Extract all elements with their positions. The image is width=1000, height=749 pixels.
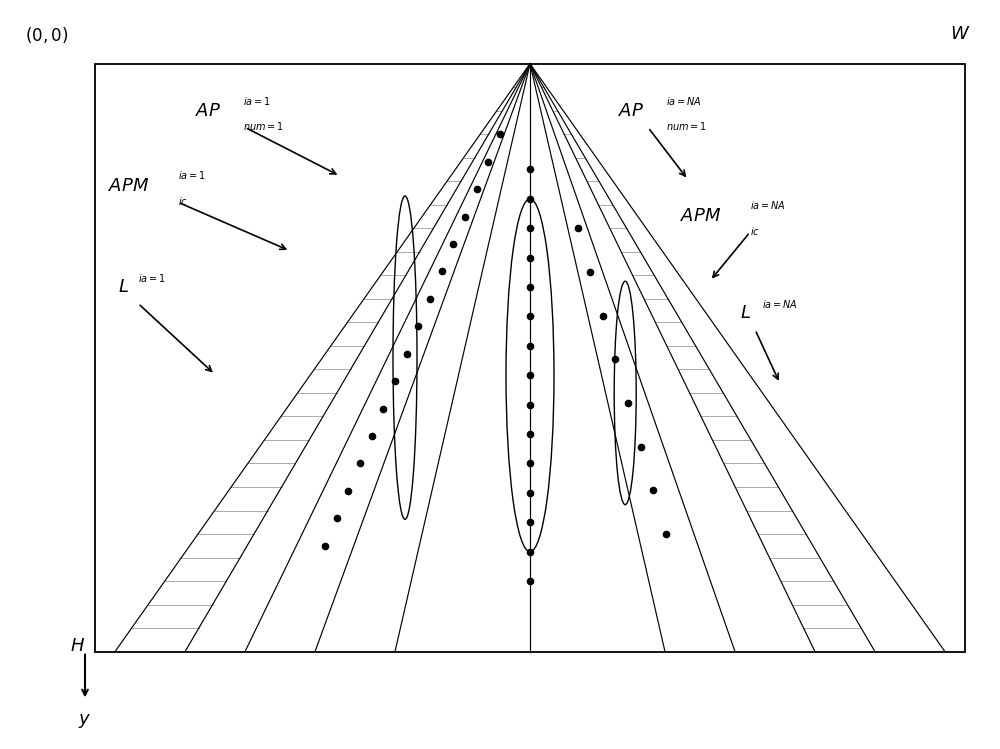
Text: $APM$: $APM$ [680, 207, 721, 225]
Text: $^{ia=NA}$: $^{ia=NA}$ [666, 97, 702, 111]
Text: $^{ia=1}$: $^{ia=1}$ [243, 97, 271, 111]
Bar [95, 64, 965, 652]
Text: $AP$: $AP$ [618, 102, 644, 120]
Text: $^{ia=NA}$: $^{ia=NA}$ [750, 201, 786, 216]
Text: $_{num=1}$: $_{num=1}$ [243, 119, 284, 133]
Text: $_{num=1}$: $_{num=1}$ [666, 119, 707, 133]
Text: $^{ia=1}$: $^{ia=1}$ [138, 274, 166, 288]
Text: $L$: $L$ [118, 278, 129, 296]
Text: $H$: $H$ [70, 637, 85, 655]
Text: $^{ia=1}$: $^{ia=1}$ [178, 172, 206, 186]
Text: $y$: $y$ [78, 712, 92, 730]
Text: $^{ia=NA}$: $^{ia=NA}$ [762, 300, 798, 315]
Text: $_{ic}$: $_{ic}$ [750, 224, 760, 238]
Text: $L$: $L$ [740, 304, 751, 322]
Text: $APM$: $APM$ [108, 177, 149, 195]
Text: $W$: $W$ [950, 25, 970, 43]
Text: $AP$: $AP$ [195, 102, 221, 120]
Text: $_{ic}$: $_{ic}$ [178, 194, 188, 208]
Text: $(0,0)$: $(0,0)$ [25, 25, 68, 45]
